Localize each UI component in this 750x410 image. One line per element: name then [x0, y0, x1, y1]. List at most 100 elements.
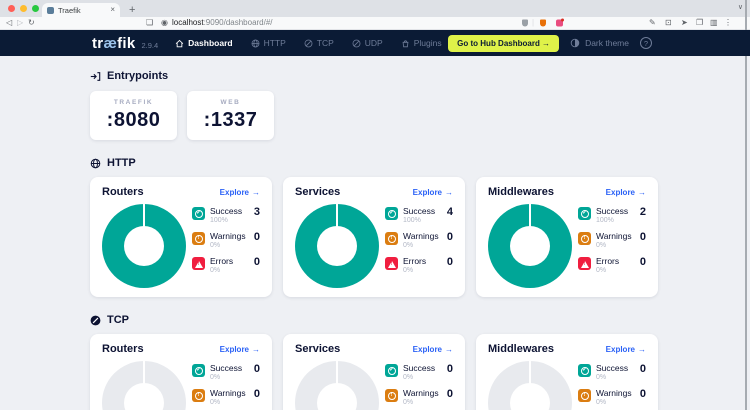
zoom-window-button[interactable] — [32, 5, 39, 12]
nav-item-http[interactable]: HTTP — [251, 38, 286, 48]
donut-notch — [336, 204, 338, 227]
metrics-card: Services Explore → ✓ Success 0% 0 ! Warn… — [283, 334, 465, 410]
stat-value: 0 — [253, 388, 260, 400]
stat-warning: ! Warnings 0% 0 — [192, 388, 260, 406]
stat-value: 0 — [446, 388, 453, 400]
nav-item-label: Dashboard — [188, 38, 233, 48]
stat-label: Warnings — [210, 231, 246, 241]
explore-link[interactable]: Explore → — [605, 187, 646, 197]
browser-tab[interactable]: Traefik × — [42, 3, 120, 17]
extension-shield-icon[interactable] — [522, 19, 528, 27]
stat-percent: 0% — [210, 374, 221, 381]
card-title: Routers — [102, 186, 144, 198]
stat-warning: ! Warnings 0% 0 — [578, 388, 646, 406]
nav-item-label: UDP — [364, 38, 383, 48]
globe-icon — [90, 158, 101, 169]
sidebar-icon[interactable]: ❏ — [146, 18, 154, 27]
globe-icon — [251, 39, 260, 48]
stat-error: ! Errors 0% 0 — [578, 256, 646, 274]
stat-percent: 0% — [403, 267, 414, 274]
traefik-logo[interactable]: træfik — [92, 34, 136, 52]
url-bar[interactable]: localhost:9090/dashboard/#/ — [172, 19, 273, 27]
url-path: :9090/dashboard/#/ — [203, 18, 273, 27]
theme-toggle[interactable]: Dark theme — [570, 38, 629, 48]
stat-badge-icon: ! — [192, 389, 205, 402]
entrypoint-card: TRAEFIK :8080 — [90, 91, 177, 140]
stat-value: 0 — [253, 231, 260, 243]
stat-label: Warnings — [596, 231, 632, 241]
explore-link[interactable]: Explore → — [605, 344, 646, 354]
stat-badge-icon: ✓ — [385, 207, 398, 220]
stat-badge-icon: ✓ — [192, 207, 205, 220]
extension-pink-icon[interactable] — [556, 18, 564, 27]
arrow-right-icon: → — [252, 187, 260, 197]
back-icon[interactable]: ◁ — [6, 18, 13, 27]
stat-badge-icon: ! — [192, 257, 205, 270]
browser-menu-icon[interactable]: ⋮ — [724, 18, 732, 27]
help-button[interactable]: ? — [640, 37, 652, 49]
nav-item-udp[interactable]: UDP — [352, 38, 383, 48]
browser-tabstrip: Traefik × + ∨ — [0, 0, 750, 17]
stat-label: Warnings — [403, 231, 439, 241]
nav-item-dashboard[interactable]: Dashboard — [175, 38, 233, 48]
url-host: localhost — [172, 18, 204, 27]
tab-close-icon[interactable]: × — [110, 5, 115, 14]
donut-notch — [529, 361, 531, 384]
stat-percent: 100% — [210, 217, 228, 224]
nav-item-plugins[interactable]: Plugins — [401, 38, 442, 48]
card-title: Routers — [102, 343, 144, 355]
explore-link[interactable]: Explore → — [219, 187, 260, 197]
close-window-button[interactable] — [8, 5, 15, 12]
tab-search-chevron-icon[interactable]: ∨ — [737, 4, 743, 11]
stat-success: ✓ Success 100% 2 — [578, 206, 646, 224]
stat-warning: ! Warnings 0% 0 — [578, 231, 646, 249]
section-title: HTTP — [107, 157, 136, 169]
entrypoint-card: WEB :1337 — [187, 91, 274, 140]
hub-dashboard-button[interactable]: Go to Hub Dashboard → — [448, 34, 560, 52]
stat-badge-icon: ✓ — [192, 364, 205, 377]
tab-title: Traefik — [58, 5, 81, 15]
stat-value: 0 — [639, 388, 646, 400]
metrics-card: Routers Explore → ✓ Success 100% 3 ! War… — [90, 177, 272, 297]
nav-item-label: HTTP — [263, 38, 286, 48]
stats-list: ✓ Success 0% 0 ! Warnings 0% 0 — [192, 363, 260, 410]
panel-2-icon[interactable]: ▥ — [710, 18, 718, 27]
stat-label: Warnings — [210, 388, 246, 398]
camera-icon[interactable]: ⊡ — [665, 18, 672, 27]
reload-icon[interactable]: ↻ — [28, 18, 35, 27]
stat-percent: 0% — [210, 267, 221, 274]
stat-label: Success — [210, 206, 243, 216]
metrics-card: Services Explore → ✓ Success 100% 4 ! Wa… — [283, 177, 465, 297]
extension-orange-shield-icon[interactable] — [540, 19, 546, 27]
stat-value: 4 — [446, 206, 453, 218]
dashboard-content: Entrypoints TRAEFIK :8080 WEB :1337 HTTP… — [0, 56, 750, 410]
stat-label: Success — [403, 206, 436, 216]
panel-icon[interactable]: ❐ — [696, 18, 704, 27]
nav-item-label: TCP — [316, 38, 334, 48]
stat-badge-icon: ✓ — [578, 364, 591, 377]
stat-label: Success — [210, 363, 243, 373]
stat-badge-icon: ✓ — [385, 364, 398, 377]
entrypoint-port: :1337 — [203, 109, 258, 131]
arrow-right-icon: → — [445, 344, 453, 354]
new-tab-button[interactable]: + — [129, 4, 136, 16]
stat-percent: 0% — [210, 399, 221, 406]
donut-notch — [529, 204, 531, 227]
stat-success: ✓ Success 100% 3 — [192, 206, 260, 224]
extensions-pin-icon[interactable]: ➤ — [681, 18, 688, 27]
card-title: Services — [295, 186, 341, 198]
minimize-window-button[interactable] — [20, 5, 27, 12]
explore-link[interactable]: Explore → — [412, 187, 453, 197]
explore-link[interactable]: Explore → — [412, 344, 453, 354]
stat-percent: 0% — [210, 242, 221, 249]
nav-item-tcp[interactable]: TCP — [304, 38, 334, 48]
share-pen-icon[interactable]: ✎ — [649, 18, 656, 27]
stat-percent: 0% — [596, 374, 607, 381]
forward-icon[interactable]: ▷ — [17, 18, 24, 27]
login-icon — [90, 71, 101, 82]
stat-percent: 100% — [596, 217, 614, 224]
stat-percent: 0% — [596, 399, 607, 406]
card-title: Services — [295, 343, 341, 355]
site-info-icon[interactable]: ◉ — [161, 18, 168, 27]
explore-link[interactable]: Explore → — [219, 344, 260, 354]
